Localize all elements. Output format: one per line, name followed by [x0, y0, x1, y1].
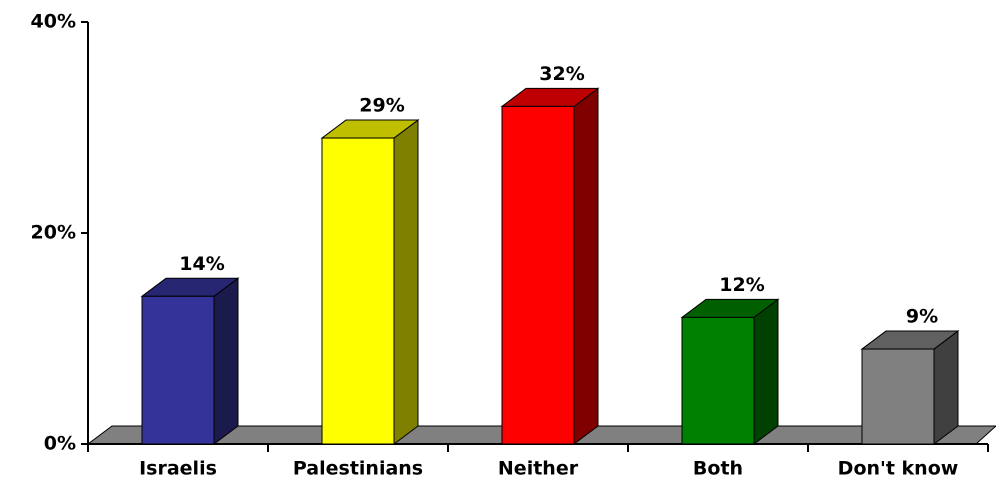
x-tick-label: Don't know: [838, 458, 959, 479]
bar-side: [573, 87, 599, 445]
bar: [861, 348, 935, 445]
y-tick-label: 20%: [31, 222, 76, 244]
x-tick-label: Both: [693, 458, 743, 479]
x-tick-label: Palestinians: [293, 458, 423, 479]
bar: [681, 316, 755, 445]
bar: [141, 295, 215, 445]
data-label: 32%: [539, 63, 584, 85]
bar-side: [933, 330, 959, 445]
data-label: 29%: [359, 95, 404, 117]
data-label: 14%: [179, 253, 224, 275]
bar-side: [393, 119, 419, 445]
x-tick-label: Israelis: [139, 458, 217, 479]
bar-side: [753, 298, 779, 445]
y-tick-label: 40%: [31, 11, 76, 33]
bar: [501, 105, 575, 445]
data-label: 9%: [906, 306, 938, 328]
data-label: 12%: [719, 274, 764, 296]
bar: [321, 137, 395, 445]
bar-side: [213, 277, 239, 445]
y-tick-label: 0%: [44, 433, 76, 455]
x-tick-label: Neither: [498, 458, 579, 479]
